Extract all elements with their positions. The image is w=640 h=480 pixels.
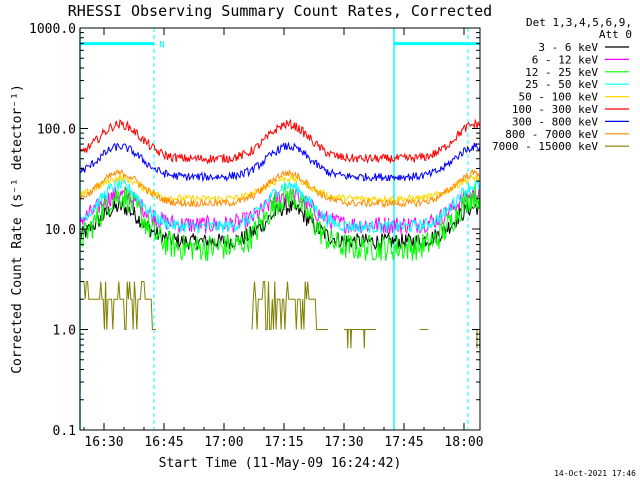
- legend-label: 50 - 100 keV: [519, 91, 599, 104]
- plot-area: N: [79, 28, 481, 430]
- x-tick-label: 16:45: [144, 435, 183, 450]
- legend-label: 12 - 25 keV: [525, 66, 598, 79]
- legend-label: 100 - 300 keV: [512, 103, 598, 116]
- y-tick-label: 10.0: [45, 223, 76, 238]
- legend-label: 300 - 800 keV: [512, 115, 598, 128]
- plot-frame: [79, 27, 481, 431]
- legend-label: 25 - 50 keV: [525, 78, 598, 91]
- x-tick-label: 17:00: [204, 435, 243, 450]
- chart-title: RHESSI Observing Summary Count Rates, Co…: [68, 2, 492, 20]
- series-line-100-300-kev: [79, 118, 481, 165]
- y-tick-label: 100.0: [37, 123, 76, 138]
- x-axis-label: Start Time (11-May-09 16:24:42): [159, 456, 402, 471]
- series-line-12-25-kev: [79, 183, 481, 262]
- series-line-300-800-kev: [79, 141, 481, 183]
- series-line-7000-15000-kev: [83, 281, 481, 349]
- x-tick-label: 17:30: [324, 435, 363, 450]
- x-axis: 16:30 16:45 17:00 17:15 17:30 17:45 18:00: [83, 28, 484, 450]
- y-tick-label: 0.1: [53, 424, 76, 439]
- x-tick-label: 17:45: [384, 435, 423, 450]
- x-tick-label: 17:15: [264, 435, 303, 450]
- marker-label: N: [159, 41, 164, 51]
- legend-label: 800 - 7000 keV: [505, 128, 598, 141]
- x-tick-label: 16:30: [84, 435, 123, 450]
- legend-label: 3 - 6 keV: [538, 41, 598, 54]
- y-tick-label: 1000.0: [29, 22, 76, 37]
- legend-header-line-1: Det 1,3,4,5,6,9,: [526, 16, 632, 29]
- x-tick-label: 18:00: [444, 435, 483, 450]
- series-line-800-7000-kev: [79, 168, 481, 209]
- y-tick-label: 1.0: [53, 324, 76, 339]
- footer-date: 14-Oct-2021 17:46: [554, 469, 636, 478]
- y-axis: 0.1 1.0 10.0 100.0 1000.0: [29, 22, 480, 439]
- series-line-50-100-kev: [79, 173, 481, 204]
- y-axis-label: Corrected Count Rate (s⁻¹ detector⁻¹): [10, 84, 25, 374]
- series-line-25-50-kev: [79, 178, 481, 235]
- legend-label: 7000 - 15000 keV: [492, 140, 598, 153]
- legend-header-line-2: Att 0: [599, 28, 632, 41]
- legend-label: 6 - 12 keV: [532, 53, 599, 66]
